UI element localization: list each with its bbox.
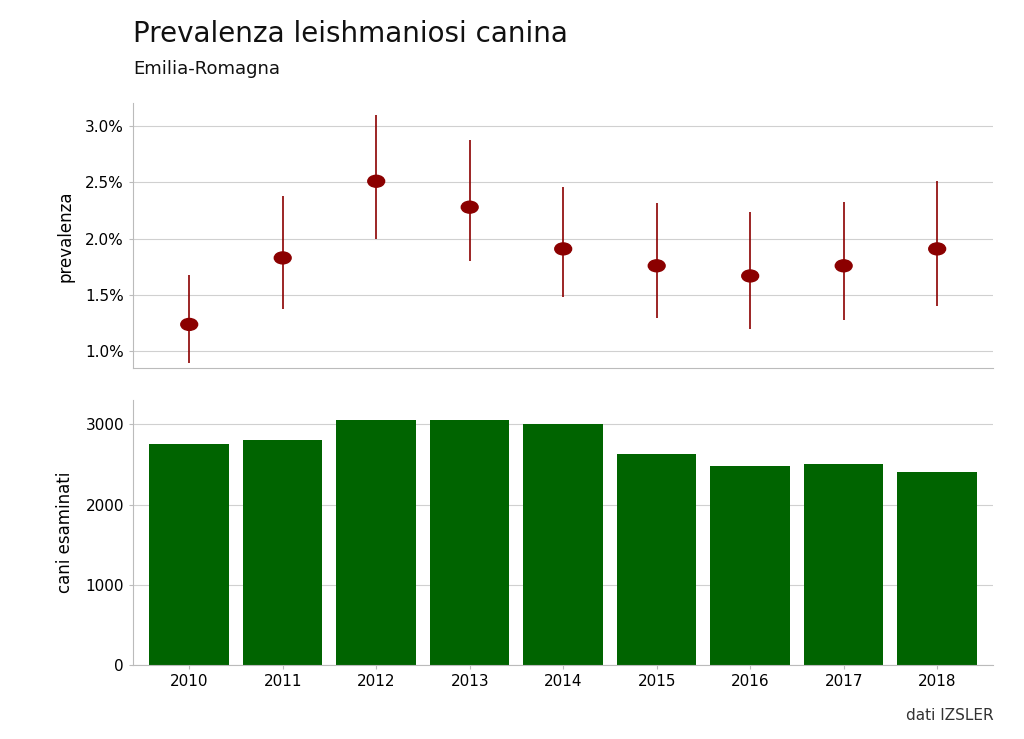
Y-axis label: cani esaminati: cani esaminati	[56, 472, 75, 593]
Bar	[897, 472, 977, 665]
Ellipse shape	[274, 252, 291, 264]
Ellipse shape	[648, 260, 666, 272]
Ellipse shape	[741, 270, 759, 282]
Bar	[711, 466, 790, 665]
Ellipse shape	[836, 260, 852, 272]
Bar	[616, 454, 696, 665]
Ellipse shape	[555, 243, 571, 255]
Bar	[430, 420, 510, 665]
Bar	[243, 440, 323, 665]
Bar	[523, 424, 603, 665]
Ellipse shape	[181, 319, 198, 330]
Text: dati IZSLER: dati IZSLER	[905, 708, 993, 723]
Bar	[804, 463, 884, 665]
Bar	[150, 443, 229, 665]
Text: Prevalenza leishmaniosi canina: Prevalenza leishmaniosi canina	[133, 20, 568, 48]
Ellipse shape	[929, 243, 945, 255]
Ellipse shape	[461, 201, 478, 213]
Y-axis label: prevalenza: prevalenza	[56, 190, 74, 282]
Ellipse shape	[368, 175, 385, 187]
Bar	[337, 420, 416, 665]
Text: Emilia-Romagna: Emilia-Romagna	[133, 60, 281, 78]
